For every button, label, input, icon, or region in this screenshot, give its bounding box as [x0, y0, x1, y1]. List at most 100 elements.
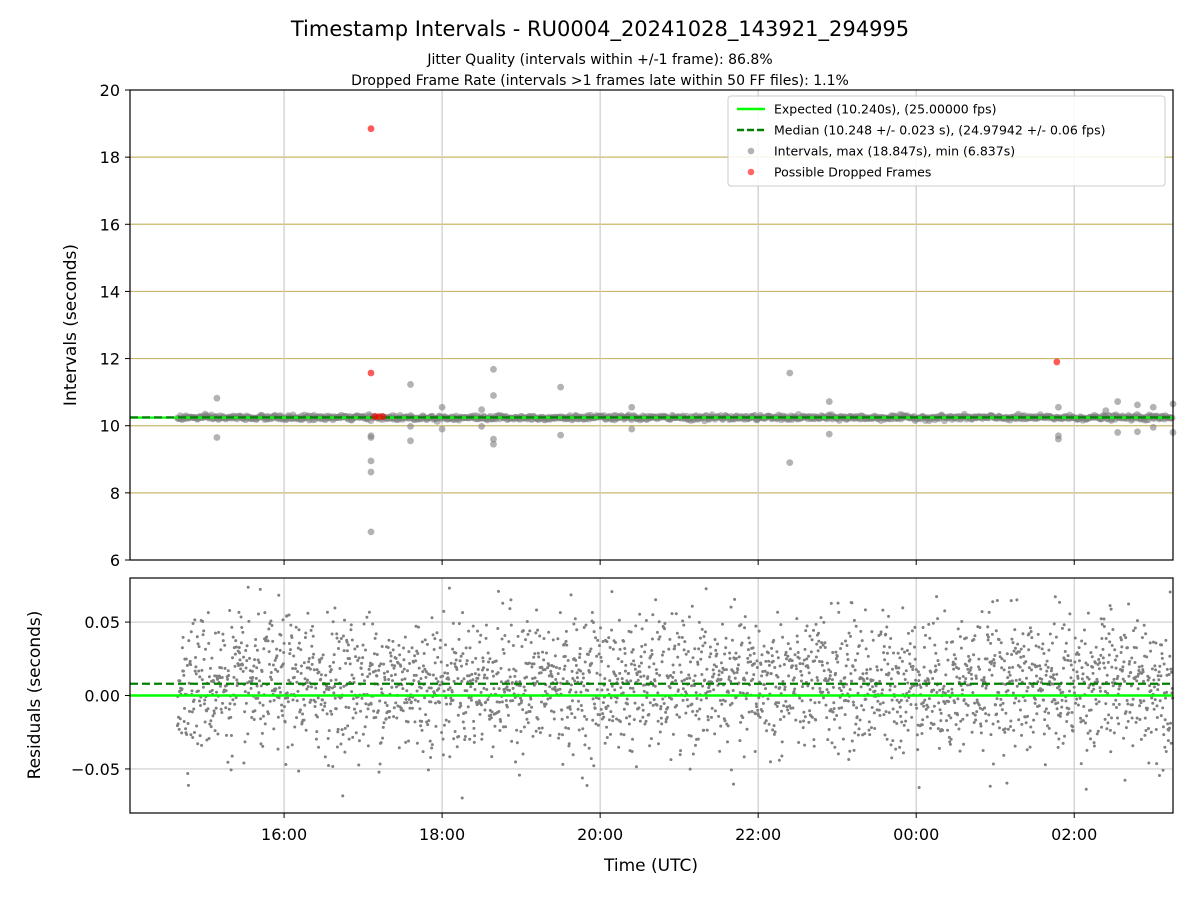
residual-point — [760, 674, 764, 678]
residual-point — [402, 646, 406, 650]
residual-point — [415, 689, 419, 693]
residual-point — [229, 768, 233, 772]
residual-point — [280, 703, 284, 707]
residual-point — [544, 702, 548, 706]
residual-point — [713, 709, 717, 713]
residual-point — [681, 619, 685, 623]
interval-point — [438, 403, 446, 411]
residual-point — [698, 636, 702, 640]
residual-point — [414, 624, 418, 628]
residual-point — [232, 675, 236, 679]
residual-point — [1114, 666, 1118, 670]
residual-point — [1072, 679, 1076, 683]
residual-point — [1116, 674, 1120, 678]
residual-point — [857, 727, 861, 731]
residual-point — [182, 719, 186, 723]
residual-point — [1152, 678, 1156, 682]
residual-point — [807, 671, 811, 675]
residual-point — [184, 727, 188, 731]
residual-point — [393, 673, 397, 677]
residual-point — [592, 764, 596, 768]
residual-point — [583, 714, 587, 718]
residual-point — [407, 650, 411, 654]
residual-point — [921, 626, 925, 630]
residual-point — [272, 727, 276, 731]
residual-point — [1109, 716, 1113, 720]
residual-point — [881, 688, 885, 692]
residual-point — [357, 739, 361, 743]
residual-point — [1099, 653, 1103, 657]
residual-point — [883, 658, 887, 662]
residual-point — [933, 643, 937, 647]
residual-point — [987, 610, 991, 614]
residual-point — [247, 691, 251, 695]
residual-point — [922, 665, 926, 669]
residual-point — [1013, 744, 1017, 748]
residual-point — [564, 629, 568, 633]
residual-point — [945, 640, 949, 644]
residual-point — [1117, 722, 1121, 726]
residual-point — [448, 755, 452, 759]
residual-point — [1111, 684, 1115, 688]
residual-point — [726, 724, 730, 728]
residual-point — [479, 690, 483, 694]
residual-point — [637, 706, 641, 710]
interval-point — [438, 425, 446, 433]
residual-point — [494, 659, 498, 663]
residual-point — [761, 701, 765, 705]
residual-point — [485, 687, 489, 691]
residual-point — [1055, 672, 1059, 676]
residual-point — [554, 678, 558, 682]
residual-point — [977, 657, 981, 661]
residual-point — [400, 670, 404, 674]
residual-point — [270, 623, 274, 627]
residual-point — [664, 720, 668, 724]
residual-point — [883, 733, 887, 737]
residual-point — [463, 738, 467, 742]
residual-point — [201, 620, 205, 624]
residual-point — [609, 710, 613, 714]
residual-point — [1136, 687, 1140, 691]
residual-point — [1140, 636, 1144, 640]
interval-point — [407, 381, 414, 388]
residual-point — [260, 731, 264, 735]
residual-point — [416, 652, 420, 656]
residual-point — [1149, 730, 1153, 734]
residual-point — [929, 670, 933, 674]
residual-point — [675, 703, 679, 707]
residual-point — [915, 733, 919, 737]
residual-point — [723, 699, 727, 703]
residual-point — [1138, 704, 1142, 708]
residual-point — [266, 712, 270, 716]
residual-point — [1025, 748, 1029, 752]
interval-point — [213, 394, 221, 402]
residual-point — [425, 642, 429, 646]
residual-point — [929, 726, 933, 730]
residual-point — [592, 702, 596, 706]
residual-point — [745, 691, 749, 695]
residual-point — [816, 678, 820, 682]
residual-point — [497, 687, 501, 691]
residual-point — [1045, 659, 1049, 663]
residual-point — [511, 644, 515, 648]
residual-point — [820, 660, 824, 664]
residual-point — [830, 678, 834, 682]
residual-point — [237, 610, 241, 614]
residual-point — [519, 730, 523, 734]
legend-intervals-swatch — [747, 147, 755, 155]
residual-point — [993, 653, 997, 657]
residual-point — [528, 709, 532, 713]
residual-point — [472, 726, 476, 730]
residual-point — [970, 730, 974, 734]
residual-point — [755, 659, 759, 663]
residual-point — [894, 666, 898, 670]
residual-point — [701, 644, 705, 648]
residual-point — [287, 641, 291, 645]
residual-point — [467, 629, 471, 633]
residual-point — [743, 626, 747, 630]
residual-point — [1083, 642, 1087, 646]
residual-point — [199, 704, 203, 708]
residual-point — [590, 610, 594, 614]
residual-point — [1071, 725, 1075, 729]
residual-point — [538, 731, 542, 735]
